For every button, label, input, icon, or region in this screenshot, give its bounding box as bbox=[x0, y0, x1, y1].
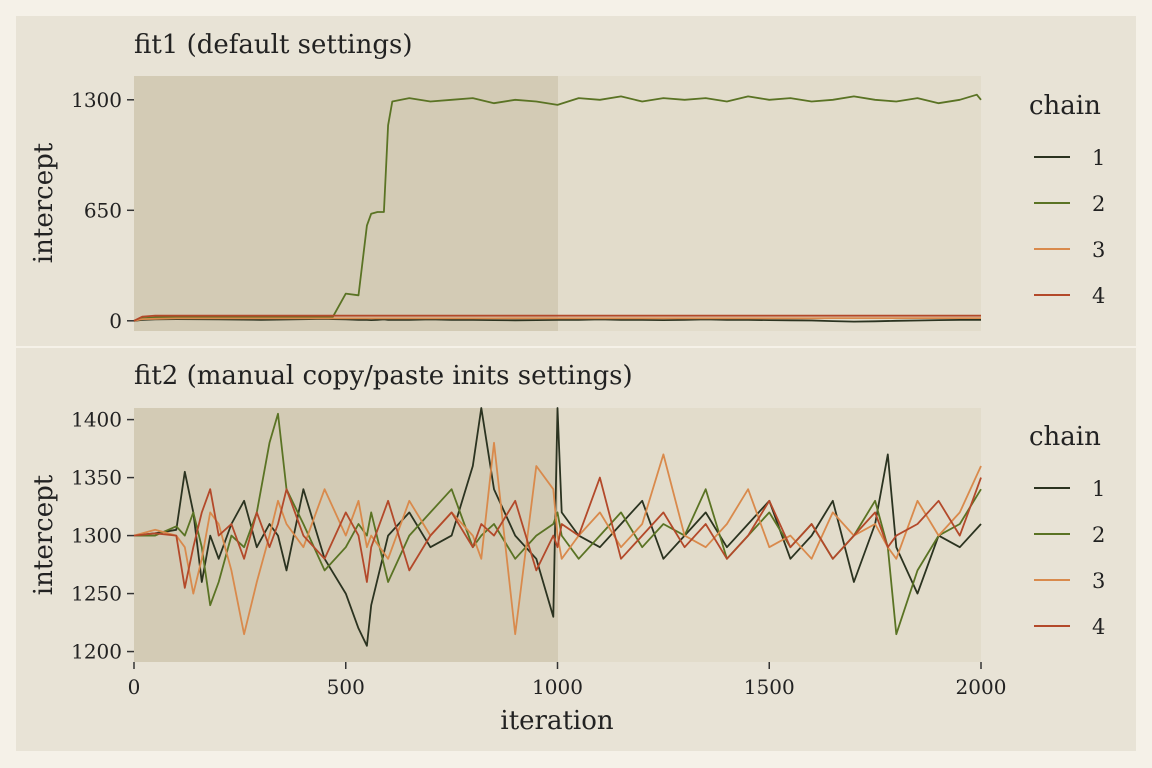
panel-title: fit1 (default settings) bbox=[134, 30, 412, 60]
series-line-chain-2 bbox=[133, 93, 982, 322]
x-tick-label: 2000 bbox=[956, 675, 1007, 699]
series-line-chain-3 bbox=[133, 441, 982, 636]
legend: chain 1 2 3 4 bbox=[1029, 91, 1105, 308]
legend-label-chain-2: 2 bbox=[1092, 523, 1105, 547]
legend-label-chain-4: 4 bbox=[1092, 284, 1105, 308]
legend-title: chain bbox=[1029, 91, 1101, 121]
legend-label-chain-1: 1 bbox=[1092, 146, 1105, 170]
y-tick-label: 650 bbox=[84, 198, 122, 222]
series-line-chain-4 bbox=[133, 314, 981, 322]
x-tick-label: 0 bbox=[128, 675, 141, 699]
y-axis-title: intercept bbox=[29, 474, 59, 595]
x-axis-ticks: 0 500 1000 1500 2000 bbox=[128, 662, 1007, 699]
series-line-chain-3 bbox=[133, 317, 981, 322]
series-line-chain-1 bbox=[133, 407, 982, 647]
y-tick-label: 1400 bbox=[71, 408, 122, 432]
y-tick-label: 1300 bbox=[71, 88, 122, 112]
series-lines bbox=[133, 407, 982, 647]
legend-title: chain bbox=[1029, 422, 1101, 452]
y-tick-label: 1300 bbox=[71, 524, 122, 548]
y-axis-ticks: 0 650 1300 bbox=[71, 88, 134, 333]
x-tick-label: 500 bbox=[327, 675, 365, 699]
y-tick-label: 0 bbox=[109, 309, 122, 333]
legend-label-chain-1: 1 bbox=[1092, 477, 1105, 501]
legend-label-chain-3: 3 bbox=[1092, 569, 1105, 593]
series-lines bbox=[133, 93, 982, 323]
y-axis-title: intercept bbox=[29, 142, 59, 263]
panel-fit1: fit1 (default settings) 0 650 1300 interce… bbox=[16, 16, 1136, 346]
panel-title: fit2 (manual copy/paste inits settings) bbox=[134, 361, 633, 391]
y-axis-ticks: 1200 1250 1300 1350 1400 bbox=[71, 408, 134, 664]
legend-label-chain-3: 3 bbox=[1092, 238, 1105, 262]
x-tick-label: 1500 bbox=[744, 675, 795, 699]
y-tick-label: 1350 bbox=[71, 466, 122, 490]
legend-label-chain-4: 4 bbox=[1092, 615, 1105, 639]
x-axis-title: iteration bbox=[500, 706, 613, 736]
warmup-shade bbox=[134, 76, 558, 331]
y-tick-label: 1250 bbox=[71, 582, 122, 606]
panel-fit2: fit2 (manual copy/paste inits settings) … bbox=[16, 348, 1136, 751]
legend: chain 1 2 3 4 bbox=[1029, 422, 1105, 639]
series-line-chain-4 bbox=[133, 476, 982, 589]
x-tick-label: 1000 bbox=[532, 675, 583, 699]
legend-label-chain-2: 2 bbox=[1092, 192, 1105, 216]
y-tick-label: 1200 bbox=[71, 640, 122, 664]
